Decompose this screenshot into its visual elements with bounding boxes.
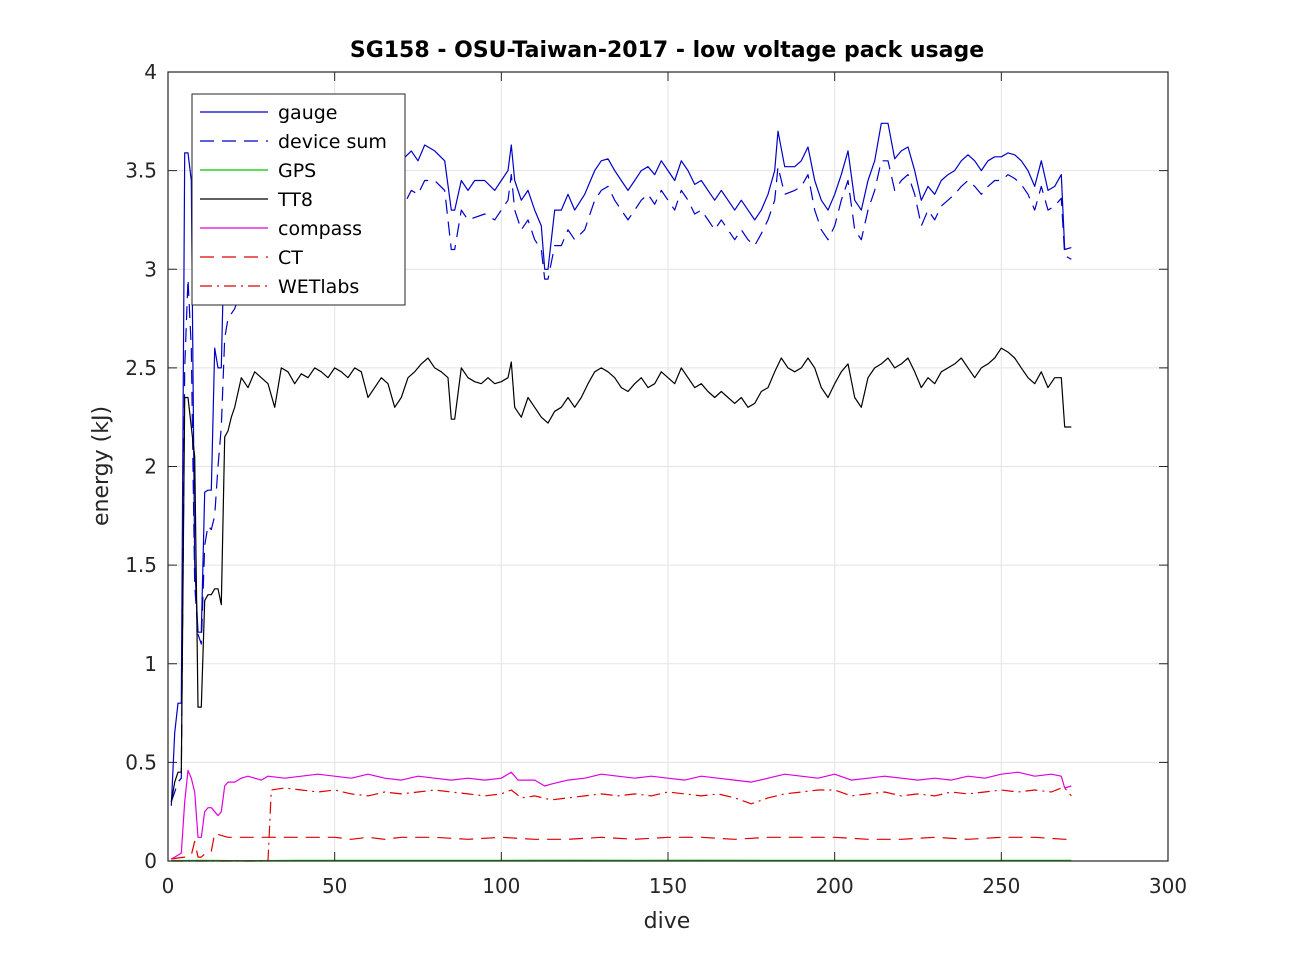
legend-label: GPS (278, 160, 316, 182)
tick-labels: 0 50 100 150 200 250 300 0 0.5 1 1.5 2 2.5 3 3.5 4 (125, 60, 1187, 898)
series-line-ct (171, 832, 1072, 860)
y-tick-label: 3.5 (125, 159, 157, 183)
x-tick-label: 250 (982, 874, 1020, 898)
legend: gauge device sum GPS TT8 compass CT WETlabs (191, 93, 406, 306)
legend-label: WETlabs (278, 276, 359, 298)
x-tick-label: 200 (816, 874, 854, 898)
y-tick-label: 1 (144, 652, 157, 676)
x-tick-label: 100 (482, 874, 520, 898)
y-tick-label: 1.5 (125, 553, 157, 577)
x-tick-label: 50 (322, 874, 347, 898)
x-tick-label: 300 (1149, 874, 1187, 898)
x-tick-label: 150 (649, 874, 687, 898)
legend-label: TT8 (277, 189, 313, 211)
legend-label: compass (278, 218, 362, 240)
y-tick-label: 3 (144, 257, 157, 281)
y-tick-label: 0 (144, 849, 157, 873)
y-tick-label: 2.5 (125, 356, 157, 380)
y-axis-label: energy (kJ) (89, 406, 114, 526)
chart-title: SG158 - OSU-Taiwan-2017 - low voltage pa… (350, 38, 984, 63)
x-tick-label: 0 (162, 874, 175, 898)
x-axis-label: dive (644, 909, 691, 934)
legend-label: device sum (278, 131, 387, 153)
y-tick-label: 2 (144, 455, 157, 479)
series-line-wetlabs (171, 787, 1072, 862)
legend-label: gauge (278, 102, 338, 124)
legend-label: CT (278, 247, 303, 269)
axes (167, 71, 1169, 862)
series-line-compass (171, 769, 1072, 860)
series-line-tt8 (170, 347, 1072, 802)
y-tick-label: 0.5 (125, 750, 157, 774)
y-tick-label: 4 (144, 60, 157, 84)
